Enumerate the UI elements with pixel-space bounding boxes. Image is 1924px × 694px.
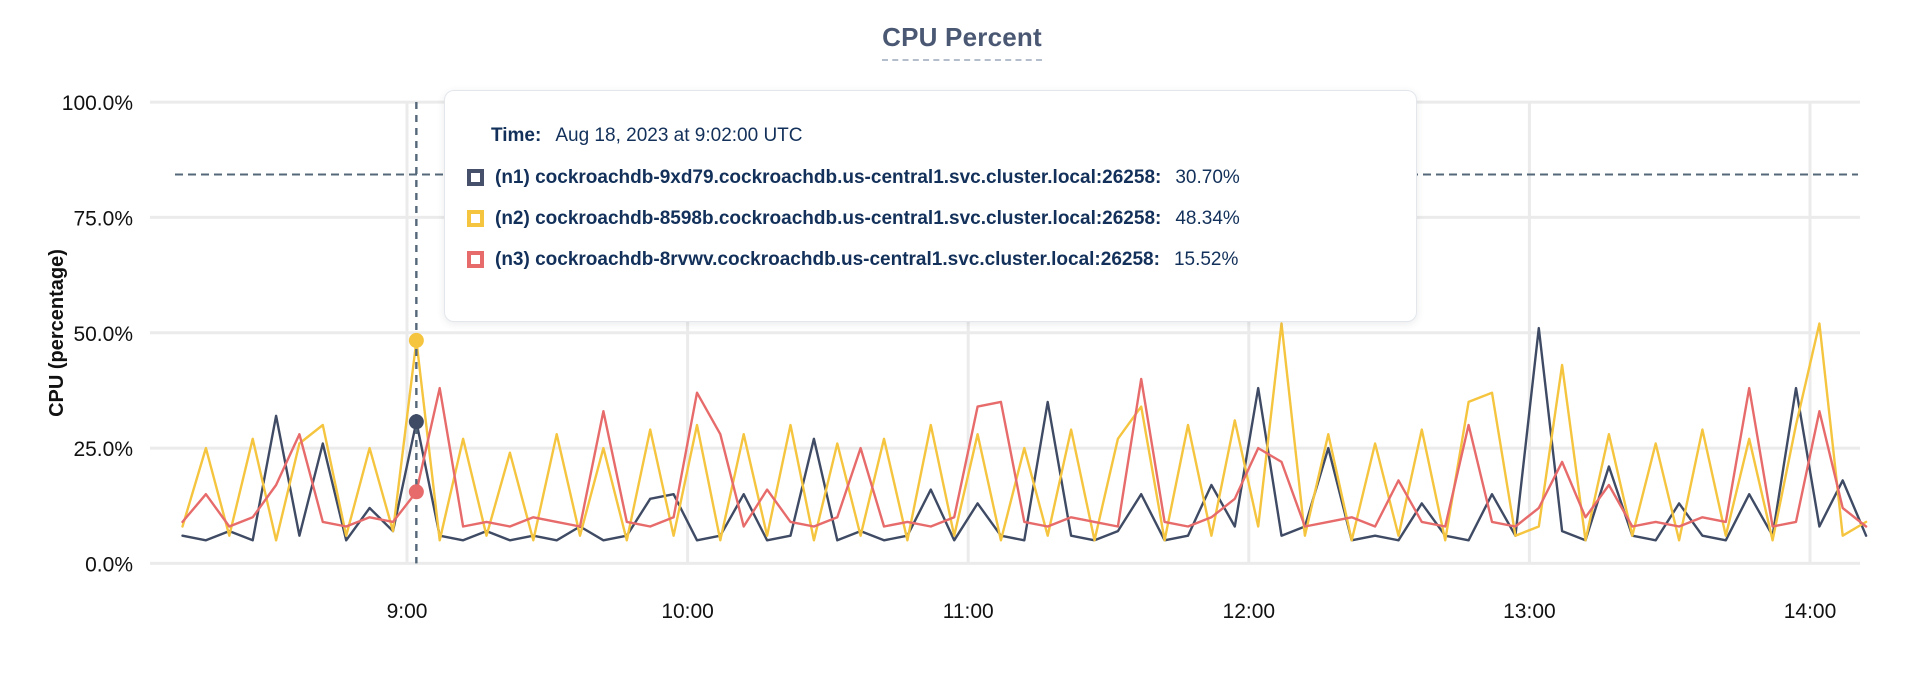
- series-swatch-icon: [467, 251, 484, 268]
- series-value: 30.70%: [1175, 166, 1240, 188]
- x-tick-label: 10:00: [661, 600, 714, 623]
- tooltip-series-row: (n2) cockroachdb-8598b.cockroachdb.us-ce…: [467, 198, 1392, 239]
- hover-dot-n3: [408, 484, 424, 500]
- series-value: 48.34%: [1175, 207, 1240, 229]
- x-tick-label: 11:00: [943, 600, 994, 623]
- series-value: 15.52%: [1173, 248, 1239, 270]
- series-swatch-icon: [467, 169, 484, 186]
- tooltip-series-row: (n1) cockroachdb-9xd79.cockroachdb.us-ce…: [467, 157, 1392, 198]
- series-line-n3: [181, 377, 1868, 528]
- y-tick-label: 0.0%: [85, 553, 133, 576]
- series-label: (n3) cockroachdb-8rvwv.cockroachdb.us-ce…: [495, 248, 1160, 270]
- chart-title: CPU Percent: [882, 22, 1042, 61]
- series-label: (n1) cockroachdb-9xd79.cockroachdb.us-ce…: [495, 166, 1162, 188]
- x-tick-label: 9:00: [387, 600, 428, 623]
- tooltip-time-value: Aug 18, 2023 at 9:02:00 UTC: [555, 125, 803, 146]
- series-label: (n2) cockroachdb-8598b.cockroachdb.us-ce…: [495, 207, 1162, 229]
- series-swatch-icon: [467, 210, 484, 227]
- x-tick-label: 13:00: [1503, 600, 1556, 623]
- tooltip-series-row: (n3) cockroachdb-8rvwv.cockroachdb.us-ce…: [467, 239, 1392, 280]
- tooltip-time-label: Time:: [491, 125, 542, 146]
- series-line-n2: [181, 322, 1868, 542]
- y-tick-label: 25.0%: [73, 438, 133, 461]
- chart-title-wrap: CPU Percent: [0, 22, 1924, 61]
- y-tick-label: 100.0%: [62, 92, 133, 115]
- tooltip-time-row: Time: Aug 18, 2023 at 9:02:00 UTC: [491, 125, 1392, 147]
- y-tick-label: 50.0%: [73, 323, 133, 346]
- y-tick-label: 75.0%: [73, 207, 133, 230]
- hover-dot-n1: [408, 414, 424, 430]
- x-tick-label: 12:00: [1223, 600, 1276, 623]
- x-tick-label: 14:00: [1784, 600, 1837, 623]
- y-axis-title: CPU (percentage): [46, 249, 68, 417]
- hover-dot-n2: [408, 332, 424, 348]
- hover-tooltip: Time: Aug 18, 2023 at 9:02:00 UTC (n1) co…: [444, 90, 1417, 322]
